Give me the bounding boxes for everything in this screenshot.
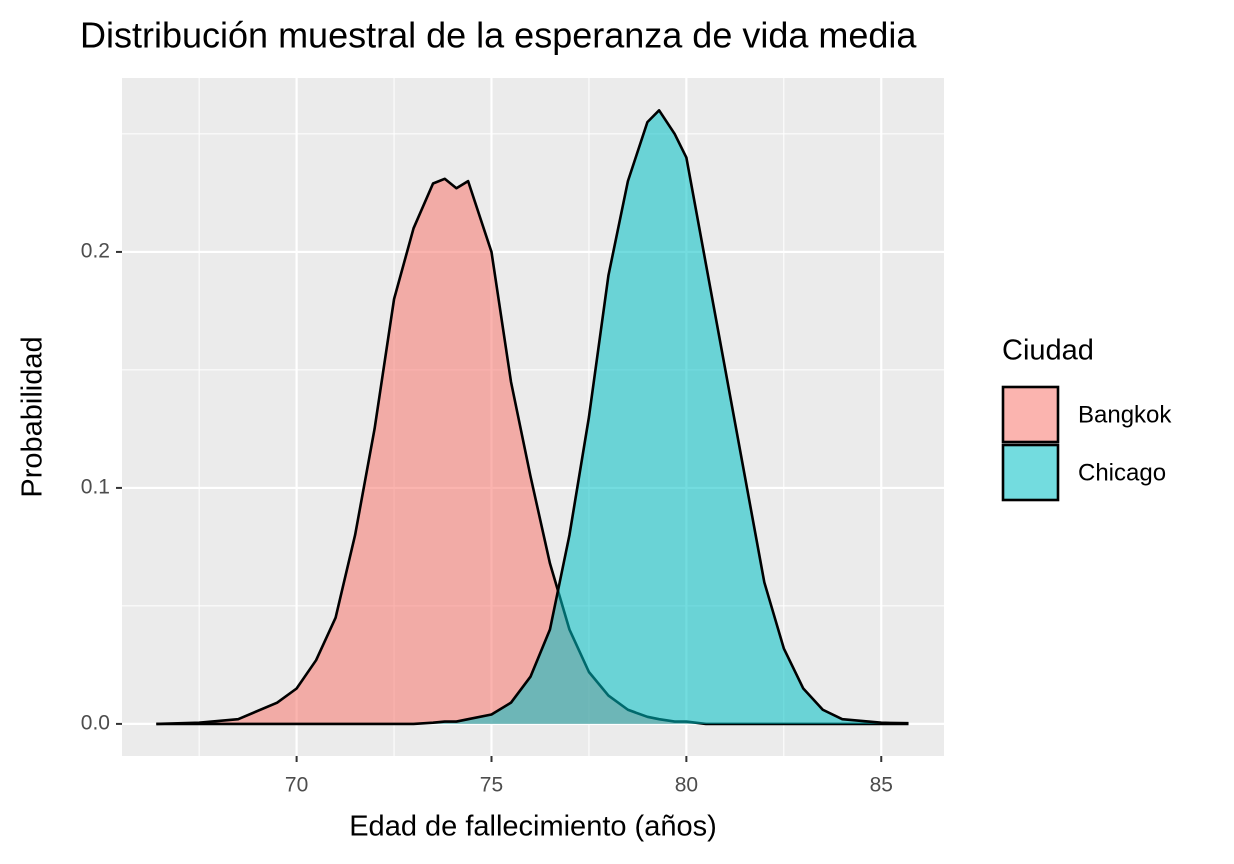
legend-title: Ciudad xyxy=(1002,335,1094,367)
chart-title: Distribución muestral de la esperanza de… xyxy=(80,15,917,56)
legend-label: Chicago xyxy=(1078,459,1166,486)
density-line xyxy=(156,109,909,726)
x-tick-label: 75 xyxy=(480,774,503,797)
x-tick-label: 80 xyxy=(675,774,698,797)
marks xyxy=(156,109,909,726)
y-tick-label: 0.0 xyxy=(81,711,110,734)
density-area xyxy=(156,178,909,724)
legend-label: Bangkok xyxy=(1078,401,1172,428)
x-tick-label: 70 xyxy=(285,774,308,797)
legend-key xyxy=(1001,385,1060,444)
legend-key xyxy=(1001,443,1060,502)
y-axis-label: Probabilidad xyxy=(17,336,49,497)
y-tick-label: 0.2 xyxy=(81,239,110,262)
x-tick-label: 85 xyxy=(870,774,893,797)
density-line xyxy=(156,177,909,726)
legend: Bangkok Chicago xyxy=(1001,385,1172,502)
density-area xyxy=(156,110,909,724)
x-axis-label: Edad de fallecimiento (años) xyxy=(349,811,717,843)
y-tick-label: 0.1 xyxy=(81,475,110,498)
